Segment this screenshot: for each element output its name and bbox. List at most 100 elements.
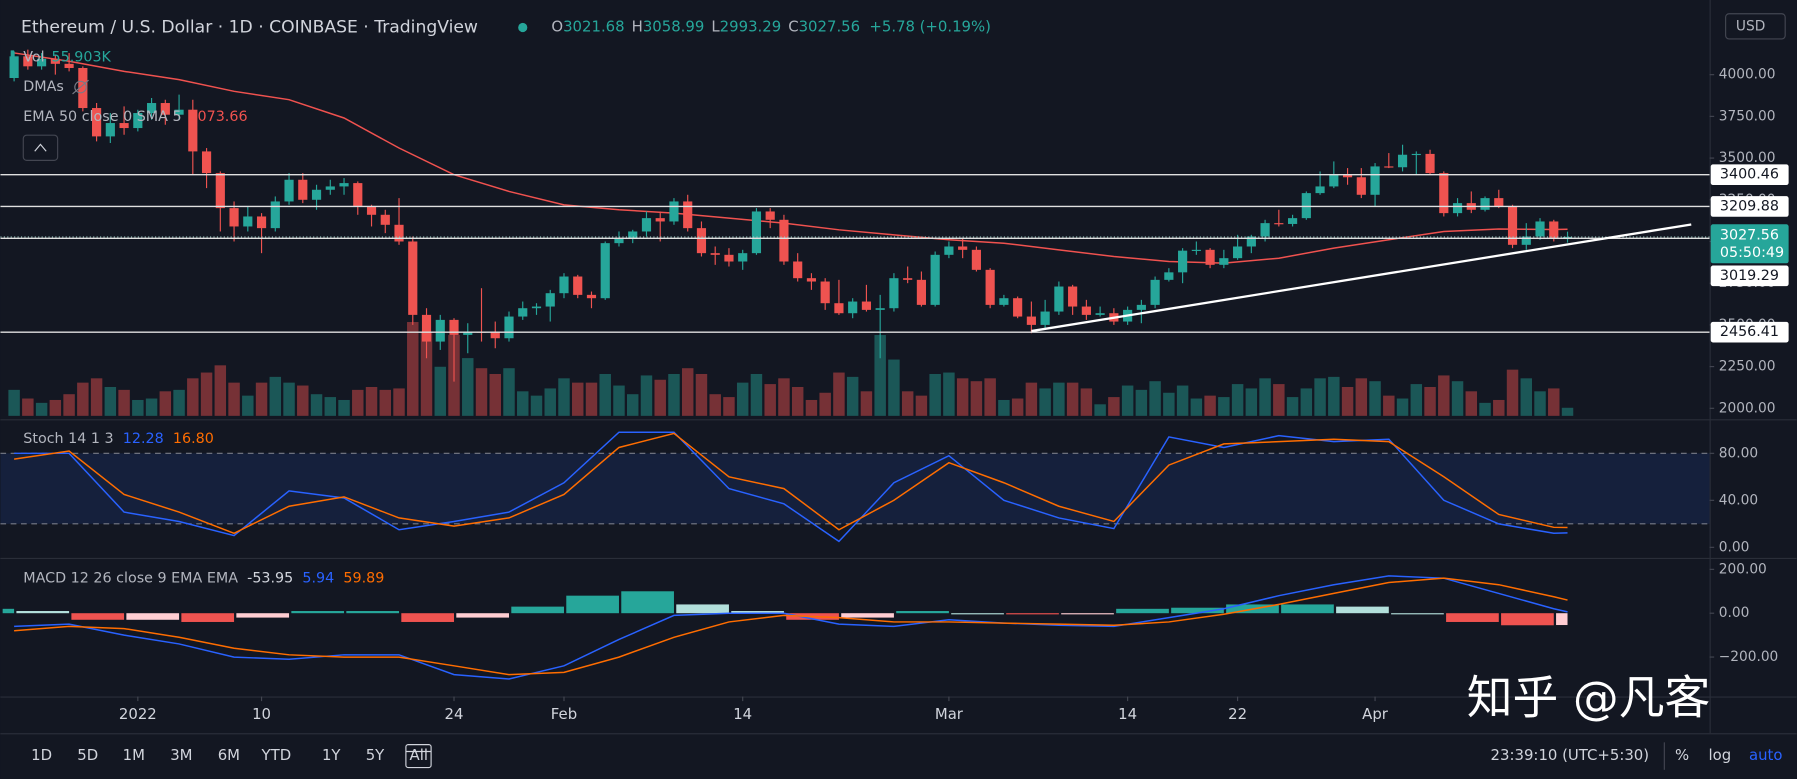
- candle-body: [339, 183, 349, 187]
- range-button[interactable]: 3M: [170, 746, 192, 764]
- candle-body: [600, 243, 610, 299]
- stoch-line: [13, 432, 1568, 535]
- volume-bar: [585, 382, 598, 416]
- volume-bar: [1534, 391, 1546, 416]
- volume-bar: [572, 382, 584, 416]
- collapse-button[interactable]: [22, 134, 59, 161]
- candle-body: [710, 253, 720, 255]
- range-button[interactable]: 5Y: [366, 746, 385, 764]
- volume-bar: [929, 373, 941, 416]
- volume-bar: [1149, 381, 1161, 416]
- candle-body: [738, 253, 748, 262]
- volume-bar: [915, 395, 928, 416]
- percent-toggle[interactable]: %: [1675, 746, 1689, 764]
- candle-body: [628, 231, 638, 239]
- range-button[interactable]: 1M: [123, 746, 145, 764]
- volume-bar: [1204, 395, 1216, 416]
- volume-bar: [668, 373, 680, 416]
- currency-button[interactable]: [1725, 13, 1786, 40]
- candle-body: [1150, 279, 1160, 305]
- volume-bar: [819, 392, 831, 416]
- ema-line: [13, 52, 1568, 264]
- volume-bar: [1383, 395, 1395, 416]
- ohlc-label: C: [788, 17, 798, 35]
- volume-bar: [1520, 378, 1533, 416]
- calendar-icon[interactable]: [405, 744, 432, 769]
- log-toggle[interactable]: log: [1709, 746, 1732, 764]
- y-tick-label: 0.00: [1719, 605, 1750, 621]
- candle-body: [559, 276, 569, 294]
- x-tick-label: 24: [445, 705, 464, 723]
- volume-bar: [1438, 375, 1450, 416]
- range-button[interactable]: YTD: [261, 746, 292, 764]
- volume-bar: [324, 397, 337, 416]
- candle-body: [1081, 306, 1091, 315]
- trendline: [1031, 223, 1692, 333]
- volume-bar: [681, 368, 694, 416]
- macd-histogram: [1501, 613, 1554, 626]
- volume-bar: [1424, 386, 1436, 416]
- candle-body: [614, 238, 624, 244]
- toolbar: 23:39:10 (UTC+5:30) % log auto 1D 5D 1M 3M 6…: [31, 742, 1782, 770]
- legend-name: Stoch 14 1 3: [23, 431, 113, 447]
- currency[interactable]: USD: [1736, 18, 1765, 34]
- candle-body: [1342, 174, 1353, 178]
- macd-pane: [2, 575, 1568, 680]
- range-button[interactable]: 5D: [77, 746, 98, 764]
- range-button[interactable]: 1D: [31, 746, 52, 764]
- volume-bar: [1025, 382, 1038, 416]
- volume-bar: [1369, 381, 1381, 416]
- candle-body: [724, 254, 734, 262]
- range-button[interactable]: All: [410, 746, 428, 764]
- macd-histogram: [566, 595, 619, 614]
- macd-legend: MACD 12 26 close 9 EMA EMA -53.95 5.94 59.8…: [23, 571, 384, 587]
- macd-histogram: [291, 611, 345, 614]
- legend-value: 59.89: [343, 571, 384, 587]
- candle-body: [394, 224, 404, 242]
- auto-toggle[interactable]: auto: [1749, 746, 1782, 764]
- level-label: 3019.29: [1720, 268, 1779, 284]
- candle-body: [284, 179, 294, 202]
- volume-bar: [736, 382, 749, 416]
- candle-body: [1494, 198, 1504, 207]
- macd-histogram: [1006, 613, 1059, 615]
- volume-bar: [998, 399, 1010, 416]
- macd-histogram: [1391, 613, 1444, 615]
- stoch-line: [14, 431, 1568, 543]
- candle-body: [92, 108, 102, 137]
- symbol-title: Ethereum / U.S. Dollar · 1D · COINBASE ·…: [21, 17, 478, 37]
- candle-body: [1384, 166, 1394, 168]
- clock[interactable]: 23:39:10 (UTC+5:30): [1491, 746, 1649, 764]
- candle-body: [1095, 313, 1105, 315]
- candle-body: [119, 123, 129, 129]
- x-tick-label: Apr: [1362, 705, 1389, 723]
- candle-body: [1301, 193, 1311, 219]
- range-button[interactable]: 6M: [218, 746, 240, 764]
- candle-body: [1054, 286, 1064, 312]
- volume-bar: [901, 391, 914, 416]
- candle-body: [23, 56, 33, 67]
- legend-value: -53.95: [247, 571, 293, 587]
- candle-body: [930, 254, 940, 305]
- change: +5.78: [869, 17, 915, 35]
- candle-body: [1562, 236, 1573, 239]
- volume-bar: [1190, 398, 1203, 416]
- candle-body: [1425, 153, 1435, 174]
- candle-body: [298, 179, 308, 200]
- candle-body: [985, 269, 995, 305]
- volume-bar: [63, 394, 75, 416]
- volume-bar: [695, 373, 708, 416]
- candle-body: [421, 314, 432, 342]
- candle-body: [133, 113, 143, 129]
- volume-bar: [613, 385, 625, 416]
- candle-body: [1288, 218, 1298, 224]
- volume-bar: [1506, 369, 1519, 416]
- macd-histogram: [621, 591, 674, 614]
- y-tick-label: 2000.00: [1719, 400, 1776, 416]
- macd-histogram: [511, 606, 564, 614]
- volume-bar: [709, 394, 721, 416]
- hidden-icon[interactable]: [74, 80, 87, 94]
- candle-body: [78, 67, 88, 109]
- range-button[interactable]: 1Y: [322, 746, 341, 764]
- x-tick-label: 22: [1228, 705, 1247, 723]
